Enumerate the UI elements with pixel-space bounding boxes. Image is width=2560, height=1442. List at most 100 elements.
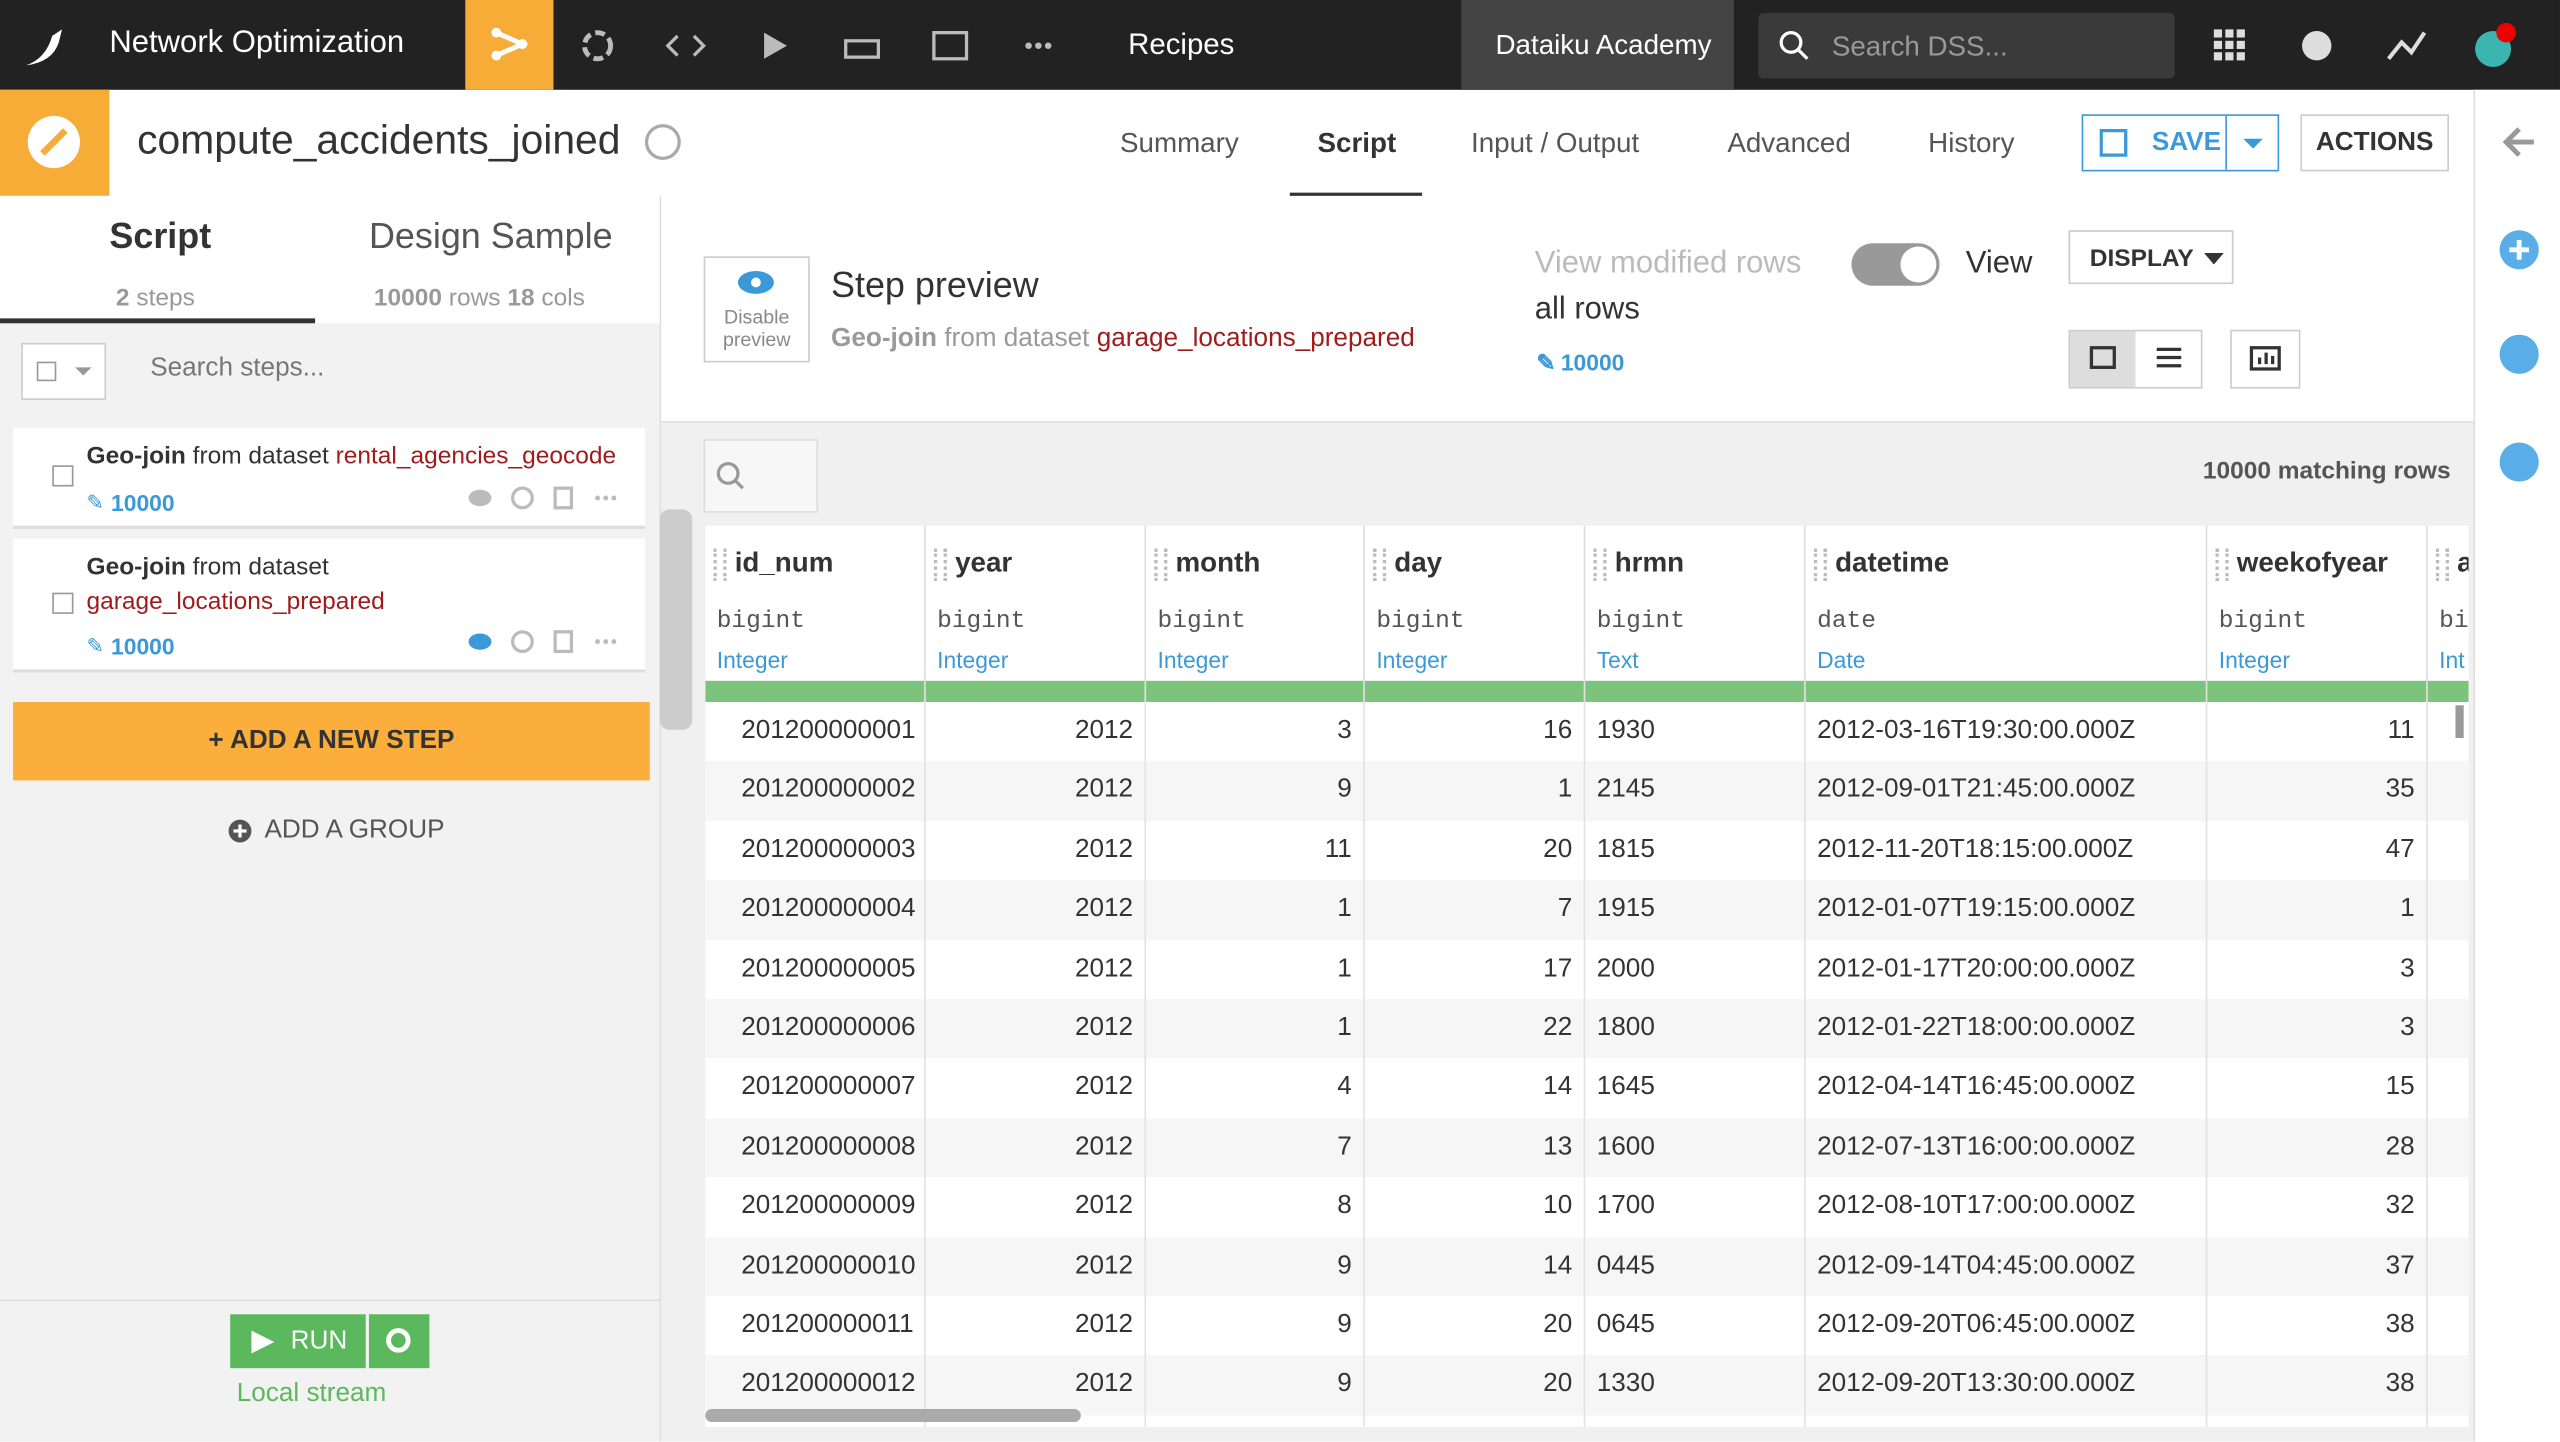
label[interactable]: preview [722,328,791,352]
display-label[interactable]: DISPLAY [2089,244,2194,273]
add-group[interactable]: ADD A GROUP [264,816,445,845]
row [705,1058,2469,1119]
column-header[interactable]: datetime date Date [1806,525,2208,681]
cell: 0645 [1596,1311,1655,1339]
script-tab[interactable]: Script [109,215,212,257]
tab[interactable]: Input / Output [1471,127,1640,159]
row [705,761,2469,821]
edit-icon[interactable] [643,122,682,161]
save-label[interactable]: SAVE [2151,128,2222,157]
right-icons[interactable] [2212,22,2555,72]
table-search[interactable] [703,439,818,513]
sample-tab[interactable]: Design Sample [368,215,613,257]
storage-type: date [1817,607,1876,636]
cell: 9 [1337,1251,1352,1280]
row [705,880,2469,940]
search-steps[interactable]: Search steps... [150,354,324,383]
project-name[interactable]: Network Optimization [109,26,405,61]
step-text: from dataset [192,442,329,471]
actions-button[interactable]: ACTIONS [2300,114,2449,172]
search-box[interactable]: Search DSS... [1758,13,2175,79]
cell: 22 [1543,1013,1573,1042]
meaning[interactable]: Int [2439,646,2465,673]
step-text: from dataset [192,553,329,582]
column-name[interactable]: datetime [1835,546,1950,578]
column-name[interactable]: day [1394,546,1443,578]
step-checkbox[interactable] [52,592,74,614]
column-name[interactable]: id_num [734,546,834,578]
section-name[interactable]: Recipes [1128,27,1235,61]
disable-preview[interactable]: Disable preview [703,256,810,363]
academy-box[interactable]: Dataiku Academy [1461,0,1734,90]
run-button[interactable]: RUN [230,1314,366,1369]
cell: 201200000006 [741,1013,916,1042]
cell: 201200000005 [741,954,916,983]
cell: 2012 [1074,776,1134,804]
storage-type: bigint [716,607,805,636]
column-name[interactable]: weekofyear [2236,546,2388,578]
splitter[interactable] [659,509,693,730]
meaning[interactable]: Integer [1376,646,1448,673]
column-header[interactable]: month bigint Integer [1146,525,1365,681]
cols: 18 [507,284,535,312]
label[interactable]: Disable [724,305,790,329]
column-name[interactable]: month [1175,546,1261,578]
charts[interactable] [2230,329,2301,389]
tab[interactable]: History [1928,127,2015,159]
view-mode[interactable] [2068,329,2203,389]
meaning[interactable]: Date [1817,646,1866,673]
run-settings[interactable] [368,1314,430,1369]
flow-icon[interactable] [465,0,554,90]
step-card[interactable]: Geo-join from dataset rental_agencies_ge… [13,427,645,529]
cell: 1 [1337,894,1352,923]
nav-icons[interactable] [580,28,1070,64]
toggle[interactable] [1851,243,1940,286]
add-step-button[interactable]: + ADD A NEW STEP [13,702,650,781]
step-sample[interactable]: 10000 [111,489,175,516]
column-header[interactable]: year bigint Integer [926,525,1147,681]
academy[interactable]: Dataiku Academy [1495,29,1712,61]
column-name[interactable]: year [955,546,1013,578]
step-actions[interactable] [467,483,630,512]
tab[interactable]: Advanced [1727,127,1851,159]
meaning[interactable]: Integer [716,646,788,673]
save-button[interactable]: SAVE [2081,114,2280,172]
step-text: from dataset [944,324,1090,353]
tab-active[interactable]: Script [1289,90,1423,196]
display-button[interactable]: DISPLAY [2068,230,2234,285]
meaning[interactable]: Integer [937,646,1009,673]
column-name[interactable]: hrmn [1614,546,1685,578]
column-header[interactable]: day bigint Integer [1365,525,1586,681]
meaning[interactable]: Integer [1157,646,1229,673]
column-header[interactable]: a bi Int [2428,526,2469,681]
tab[interactable]: Script [1317,127,1397,159]
engine[interactable]: Local stream [236,1379,387,1408]
cell: 201200000007 [741,1073,916,1102]
step-sample[interactable]: 10000 [111,633,175,660]
cell: 9 [1337,776,1352,804]
step-card[interactable]: Geo-join from dataset garage_locations_p… [13,538,645,673]
select-all[interactable] [21,342,107,400]
left-panel: Script 2 steps Design Sample 10000 rows … [0,195,662,1442]
cell: 37 [2385,1251,2415,1280]
step-checkbox[interactable] [52,465,74,487]
run-label[interactable]: RUN [290,1327,348,1356]
cell: 8 [1337,1192,1352,1220]
step-actions[interactable] [467,627,630,656]
cell: 1700 [1596,1192,1655,1220]
cell: 2012-08-10T17:00:00.000Z [1817,1192,2136,1220]
meaning[interactable]: Integer [2218,646,2290,673]
cell: 201200000002 [741,776,916,804]
preview-step: Geo-join from dataset garage_locations_p… [831,325,1415,354]
sample-size[interactable]: 10000 [1560,349,1625,376]
column-header[interactable]: hrmn bigint Text [1585,525,1806,681]
cell: 2012-11-20T18:15:00.000Z [1817,835,2134,864]
step-title: Geo-join from dataset garage_locations_p… [87,550,634,619]
column-header[interactable]: weekofyear bigint Integer [2207,525,2428,681]
tab[interactable]: Summary [1119,127,1239,159]
grip [2215,548,2229,582]
meaning[interactable]: Text [1596,646,1639,673]
cell: 1815 [1596,835,1655,864]
column-name[interactable]: a [2457,547,2468,580]
